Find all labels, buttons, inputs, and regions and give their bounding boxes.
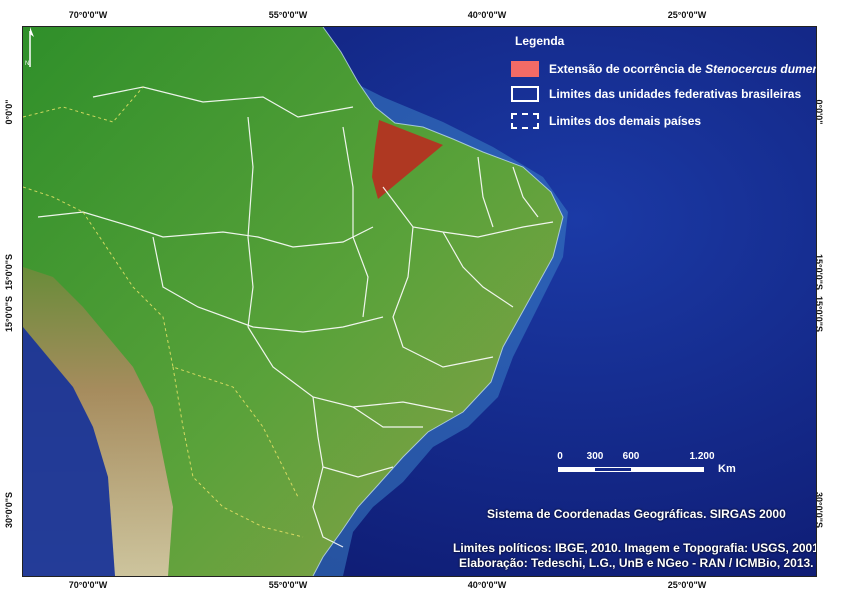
top-tick-40w: 40°0'0"W [467,10,507,20]
legend-countries: Limites dos demais países [511,113,811,131]
occurrence-extent [372,120,443,199]
occurrence-swatch [511,61,539,77]
occurrence-label: Extensão de ocorrência de Stenocercus du… [549,62,817,76]
occurrence-species: Stenocercus dumerilii [705,62,817,76]
legend-occurrence: Extensão de ocorrência de Stenocercus du… [511,61,816,79]
legend-title: Legenda [515,34,565,48]
bottom-tick-55w: 55°0'0"W [268,580,308,590]
states-swatch [511,86,539,102]
occurrence-prefix: Extensão de ocorrência de [549,62,706,76]
bottom-tick-25w: 25°0'0"W [667,580,707,590]
coastline [312,27,564,576]
scale-unit: Km [718,463,736,475]
scale-label-0: 0 [557,451,563,462]
legend-states: Limites das unidades federativas brasile… [511,86,811,104]
coordinate-system: Sistema de Coordenadas Geográficas. SIRG… [487,507,786,521]
map-canvas: Legenda Extensão de ocorrência de Stenoc… [22,26,817,577]
bottom-tick-70w: 70°0'0"W [68,580,108,590]
left-tick-0: 0°0'0" [4,99,14,125]
scale-segment [559,468,595,471]
scale-label-300: 300 [586,451,604,462]
pacific-coast [23,327,115,576]
scale-bar-graphic [558,467,704,472]
left-tick-30s: 30°0'0"S [4,491,14,529]
left-tick-15s-a: 15°0'0"S [4,253,14,291]
country-boundaries [23,86,304,538]
state-boundaries [37,86,554,548]
north-arrow-icon: N [25,27,34,67]
top-tick-70w: 70°0'0"W [68,10,108,20]
top-tick-55w: 55°0'0"W [268,10,308,20]
credits-authors: Elaboração: Tedeschi, L.G., UnB e NGeo -… [459,556,814,570]
map-drawing [23,27,816,576]
states-label: Limites das unidades federativas brasile… [549,87,802,101]
countries-swatch [511,113,539,129]
countries-label: Limites dos demais países [549,114,702,128]
bottom-tick-40w: 40°0'0"W [467,580,507,590]
top-tick-25w: 25°0'0"W [667,10,707,20]
scale-label-600: 600 [622,451,640,462]
scale-label-1200: 1.200 [689,451,715,462]
left-tick-15s-b: 15°0'0"S [4,295,14,333]
scale-segment [631,468,703,471]
scale-bar: 0 300 600 1.200 Km [557,451,758,491]
credits-sources: Limites políticos: IBGE, 2010. Imagem e … [453,541,817,555]
north-label: N [25,61,29,67]
